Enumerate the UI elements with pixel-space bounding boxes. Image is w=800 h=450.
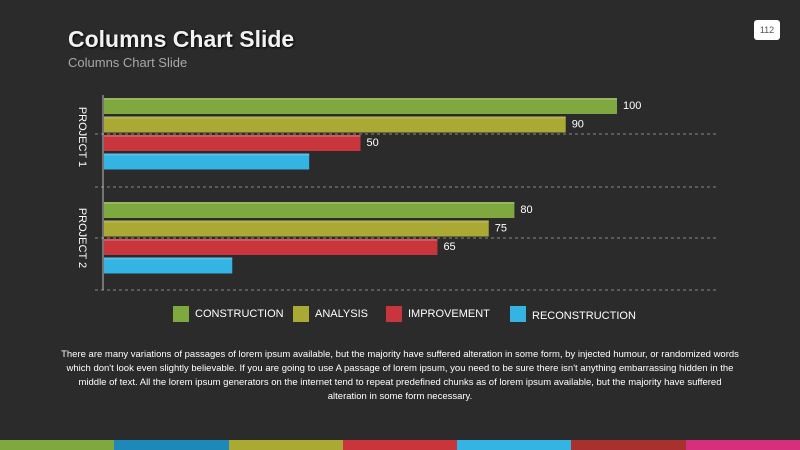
slide-title: Columns Chart Slide — [68, 26, 295, 52]
footer-segment — [342, 440, 458, 450]
category-label: PROJECT 2 — [76, 208, 88, 268]
data-label: 90 — [572, 119, 584, 131]
footer-segment — [457, 440, 572, 450]
bar-highlight — [104, 98, 617, 100]
bar-highlight — [104, 135, 361, 137]
body-paragraph: There are many variations of passages of… — [61, 349, 739, 402]
data-label: 50 — [367, 137, 379, 149]
legend-swatch — [173, 306, 189, 322]
legend-swatch — [293, 306, 309, 322]
page-number-badge: 112 — [754, 20, 780, 40]
bar-construction-1 — [104, 98, 617, 114]
bar-highlight — [104, 220, 489, 223]
slide-subtitle: Columns Chart Slide — [68, 55, 188, 70]
bar-reconstruction-2 — [104, 257, 233, 274]
data-label: 65 — [443, 241, 455, 253]
bar-construction-2 — [104, 202, 515, 218]
bar-chart: PROJECT 1 PROJECT 2 100 80 90 75 50 65 — [76, 95, 718, 291]
footer-segment — [114, 440, 229, 450]
bar-reconstruction-1 — [104, 153, 310, 170]
legend-swatch — [510, 306, 526, 322]
bar-highlight — [104, 116, 566, 119]
legend-label: CONSTRUCTION — [195, 308, 284, 320]
bar-highlight — [104, 153, 310, 156]
bar-highlight — [104, 202, 515, 204]
legend-label: IMPROVEMENT — [408, 308, 490, 320]
bar-improvement-2 — [104, 239, 438, 255]
legend-swatch — [386, 306, 402, 322]
bar-analysis-1 — [104, 116, 566, 133]
footer-color-bar — [0, 440, 800, 450]
footer-segment — [228, 440, 343, 450]
footer-segment — [685, 440, 800, 450]
bar-improvement-1 — [104, 135, 361, 151]
bar-highlight — [104, 239, 438, 241]
footer-segment — [0, 440, 115, 450]
data-label: 100 — [623, 100, 641, 112]
chart-legend: CONSTRUCTION ANALYSIS IMPROVEMENT RECONSTRU… — [0, 304, 800, 326]
category-label: PROJECT 1 — [76, 107, 88, 167]
data-label: 75 — [495, 223, 507, 235]
bar-highlight — [104, 257, 233, 260]
footer-segment — [571, 440, 686, 450]
data-label: 80 — [520, 204, 532, 216]
legend-label: RECONSTRUCTION — [532, 310, 636, 322]
bar-analysis-2 — [104, 220, 489, 237]
legend-label: ANALYSIS — [315, 308, 368, 320]
